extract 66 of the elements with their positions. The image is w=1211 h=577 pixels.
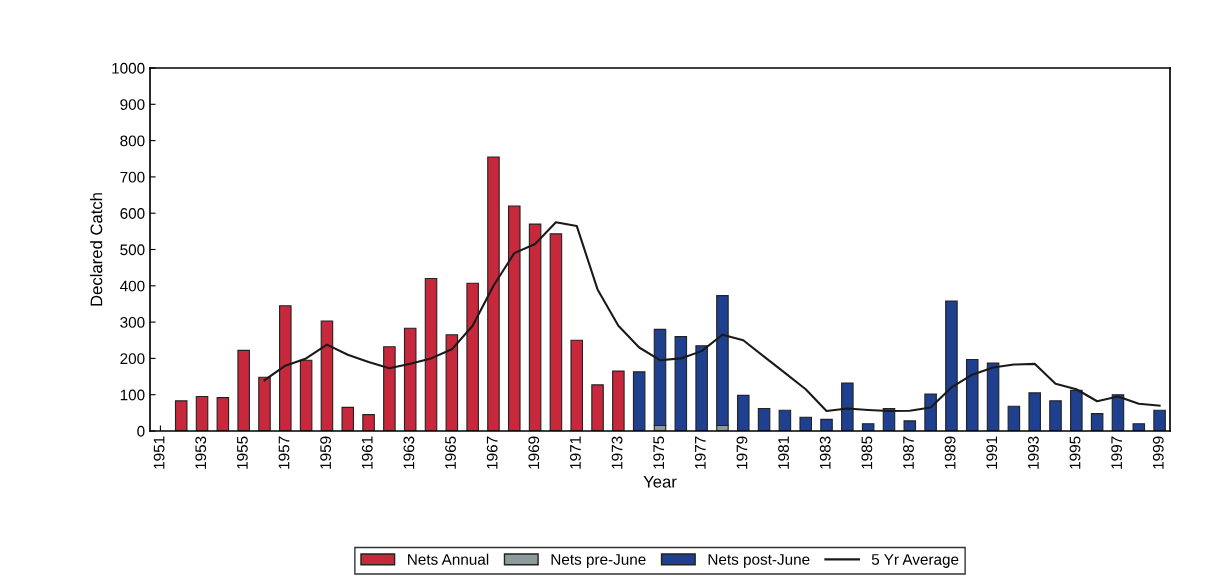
y-tick-label: 700 xyxy=(120,171,145,183)
bar xyxy=(1090,413,1104,431)
x-tick-label: 1963 xyxy=(403,436,415,469)
bar xyxy=(341,406,355,431)
bar xyxy=(861,423,875,431)
x-tick-label: 1977 xyxy=(694,436,706,469)
bar xyxy=(778,409,792,431)
x-tick-label: 1981 xyxy=(778,436,789,469)
y-tick-label: 800 xyxy=(120,135,145,147)
x-tick-label: 1997 xyxy=(1111,436,1123,469)
bar xyxy=(757,407,771,431)
bar xyxy=(195,395,209,431)
x-tick-label: 1991 xyxy=(986,436,998,469)
x-tick-label: 1953 xyxy=(195,436,207,469)
bar xyxy=(237,349,250,431)
x-tick-label: 1993 xyxy=(1027,436,1039,469)
x-tick-label: 1973 xyxy=(611,436,623,469)
legend-label: Nets pre-June xyxy=(551,554,646,568)
bar xyxy=(174,400,188,431)
x-tick-label: 1957 xyxy=(278,436,290,469)
x-axis-title: Year xyxy=(643,476,677,488)
y-tick-label: 0 xyxy=(137,425,145,437)
x-tick-label: 1985 xyxy=(861,436,873,469)
x-tick-label: 1955 xyxy=(236,436,248,469)
bar xyxy=(799,416,812,431)
bar xyxy=(549,233,563,431)
x-tick-label: 1975 xyxy=(653,436,665,469)
x-tick-label: 1987 xyxy=(903,436,914,469)
x-tick-label: 1971 xyxy=(570,436,581,469)
x-tick-label: 1989 xyxy=(944,436,956,469)
y-tick-label: 400 xyxy=(120,280,145,292)
legend-label: Nets Annual xyxy=(408,553,489,565)
x-tick-label: 1951 xyxy=(153,436,165,469)
x-tick-label: 1959 xyxy=(320,436,332,469)
legend-label: 5 Yr Average xyxy=(871,554,959,568)
x-tick-label: 1969 xyxy=(528,436,540,469)
bar xyxy=(736,394,750,431)
y-tick-label: 500 xyxy=(120,244,145,256)
x-tick-label: 1967 xyxy=(486,436,498,469)
bar xyxy=(1007,405,1021,431)
y-tick-label: 100 xyxy=(120,389,145,401)
bar xyxy=(632,371,646,431)
x-tick-label: 1999 xyxy=(1152,436,1164,469)
y-tick-label: 200 xyxy=(120,353,145,365)
y-tick-label: 600 xyxy=(120,208,145,219)
y-tick-label: 900 xyxy=(120,99,145,110)
x-tick-label: 1965 xyxy=(445,436,456,469)
bar xyxy=(820,418,833,431)
bar xyxy=(216,397,230,431)
bar xyxy=(362,414,375,431)
bar xyxy=(570,339,584,431)
y-tick-label: 300 xyxy=(120,316,145,328)
x-tick-label: 1983 xyxy=(819,436,831,469)
x-tick-label: 1979 xyxy=(736,436,748,469)
bar xyxy=(1153,409,1166,431)
bar xyxy=(1049,400,1062,431)
bar xyxy=(1028,392,1041,431)
legend-label: Nets post-June xyxy=(708,554,810,568)
y-tick-label: 1000 xyxy=(112,62,145,74)
bar xyxy=(903,420,917,431)
x-tick-label: 1995 xyxy=(1069,436,1081,469)
bar xyxy=(591,384,604,431)
x-tick-label: 1961 xyxy=(361,436,373,469)
bar xyxy=(612,370,625,431)
y-axis-title: Declared Catch xyxy=(90,193,103,306)
bar xyxy=(1132,423,1146,431)
